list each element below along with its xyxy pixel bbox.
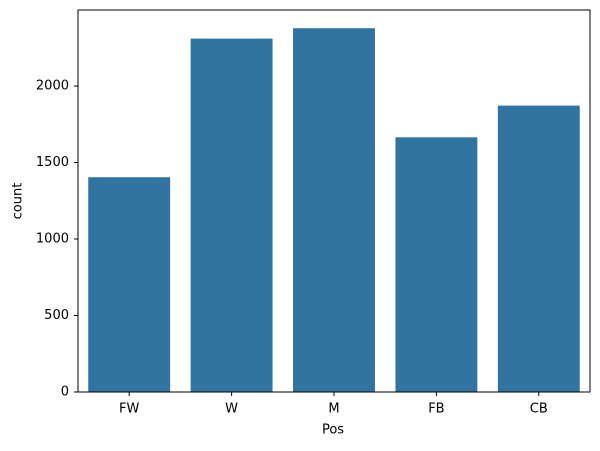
x-tick-label: FW: [119, 402, 139, 417]
x-tick-label: FB: [428, 402, 444, 417]
y-tick-label: 0: [61, 385, 69, 400]
y-tick-label: 1000: [36, 232, 69, 247]
y-tick-label: 500: [44, 308, 69, 323]
bar: [190, 38, 273, 392]
y-axis-label: count: [11, 183, 26, 220]
x-tick-label: M: [328, 402, 339, 417]
bar: [395, 137, 478, 392]
y-tick-label: 1500: [36, 155, 69, 170]
bar: [497, 105, 580, 392]
x-tick-label: W: [225, 402, 238, 417]
bar: [293, 28, 375, 392]
bar: [88, 177, 171, 392]
plot-frame: [77, 9, 591, 393]
x-tick-label: CB: [530, 402, 548, 417]
x-axis-label: Pos: [322, 423, 344, 438]
y-tick-label: 2000: [36, 79, 69, 94]
